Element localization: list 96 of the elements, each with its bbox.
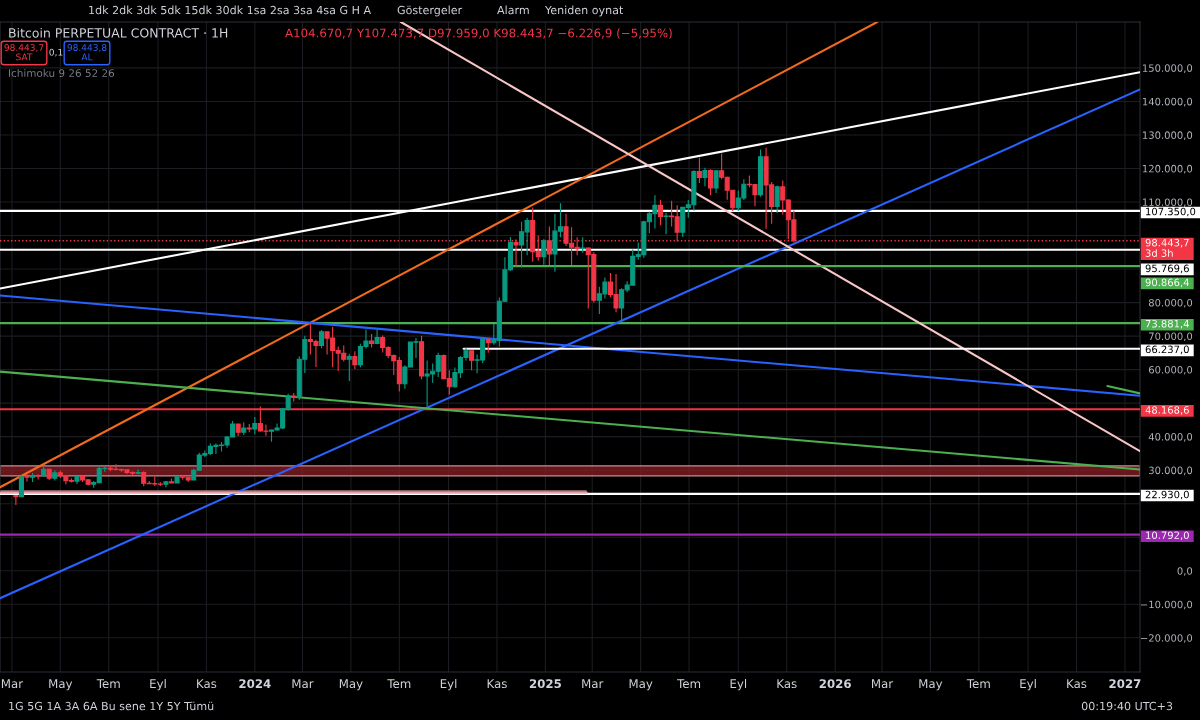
annotation: 0,1 (49, 48, 63, 57)
candlestick (713, 169, 719, 194)
annotation: Ichimoku 9 26 52 26 (9, 68, 115, 78)
y-tick-label: 120.000,0 (1142, 164, 1193, 174)
candlestick (546, 225, 552, 266)
candlestick (318, 329, 325, 349)
candlestick (580, 236, 586, 254)
x-tick-label: May (49, 679, 73, 691)
ref-line-label: 98.443,7 3d 3h (1145, 238, 1189, 257)
x-tick-label: Mar (872, 679, 894, 689)
x-tick-label: Eyl (1020, 678, 1036, 691)
x-tick-label: 2026 (819, 679, 851, 689)
ref-line-label: 73.881,4 (1145, 319, 1189, 329)
candlestick (174, 476, 180, 485)
chart-subtitle: A104.670,7 Y107.473,7 D97.959,0 K98.443,7 −6.226,9 (−5,95%) (285, 28, 672, 39)
candlestick (168, 478, 175, 485)
candlestick (657, 199, 664, 226)
text: 00:19:40 UTC+3 (1081, 701, 1173, 711)
candlestick (663, 212, 669, 235)
candlestick (13, 494, 19, 506)
x-tick-label: Mar (582, 679, 604, 689)
chart-title: Bitcoin PERPETUAL CONTRACT · 1H (9, 27, 228, 38)
candlestick (346, 353, 352, 382)
x-tick-label: Eyl (440, 678, 457, 691)
x-tick-label: Kas (197, 679, 217, 689)
candlestick (41, 466, 47, 477)
x-tick-label: May (919, 679, 943, 691)
y-tick-label: 140.000,0 (1142, 97, 1193, 107)
y-tick-label: 80.000,0 (1148, 298, 1193, 308)
candlestick (368, 333, 375, 349)
candlestick (30, 472, 36, 483)
candlestick (774, 185, 780, 214)
candlestick (163, 480, 169, 488)
x-tick-label: Mar (292, 679, 314, 689)
candlestick (757, 148, 764, 198)
x-tick-label: Eyl (730, 678, 747, 691)
candlestick (702, 167, 708, 187)
x-tick-label: Tem (96, 679, 120, 689)
x-tick-label: 2027 (1109, 679, 1141, 689)
candlestick (469, 350, 475, 371)
candlestick (35, 473, 41, 481)
candlestick (352, 350, 358, 370)
x-tick-label: May (339, 679, 363, 691)
y-tick-label: 110.000,0 (1142, 198, 1193, 207)
candlestick (24, 473, 30, 483)
y-tick-label: 70.000,0 (1149, 332, 1193, 342)
candlestick (246, 423, 252, 433)
y-tick-label: 0,0 (1177, 567, 1193, 576)
candlestick (46, 467, 52, 481)
candlestick (485, 337, 491, 354)
candlestick (513, 238, 519, 267)
annotation: 98.443,7 SAT (4, 44, 44, 61)
annotation: 98.443,8 AL (67, 44, 107, 61)
candlestick (135, 468, 141, 476)
candlestick (74, 475, 80, 485)
ref-line-label: 48.168,6 (1145, 406, 1189, 415)
x-tick-label: 2025 (529, 679, 561, 689)
x-tick-label: Mar (1, 679, 24, 689)
ref-line-label: 10.792,0 (1146, 531, 1189, 541)
candlestick (541, 238, 547, 266)
x-tick-label: May (629, 679, 653, 691)
text: Göstergeler (397, 5, 463, 17)
candlestick (241, 421, 247, 436)
ref-line-label: 95.769,6 (1145, 264, 1189, 274)
x-tick-label: Kas (487, 679, 507, 689)
x-tick-label: Kas (777, 679, 797, 689)
candlestick (252, 416, 258, 435)
candlestick (707, 168, 714, 196)
x-tick-label: Tem (387, 679, 411, 689)
y-tick-label: −10.000,0 (1140, 600, 1193, 610)
text: 1G 5G 1A 3A 6A Bu sene 1Y 5Y Tümü (9, 701, 214, 711)
ref-line-label: 22.930,0 (1145, 490, 1189, 500)
candlestick (696, 157, 702, 184)
ref-line-label: 107.350,0 (1146, 207, 1196, 217)
y-tick-label: 130.000,0 (1142, 131, 1193, 140)
x-tick-label: Kas (1067, 679, 1087, 689)
data-label: 66.237,0 (1145, 345, 1189, 355)
y-tick-label: 60.000,0 (1148, 366, 1193, 375)
text: 1dk 2dk 3dk 5dk 15dk 30dk 1sa 2sa 3sa 4sa G H A (89, 5, 371, 15)
y-tick-label: 150.000,0 (1142, 64, 1193, 73)
candlestick (374, 328, 380, 345)
x-tick-label: Tem (966, 679, 990, 689)
x-tick-label: 2024 (239, 679, 271, 689)
candlestick (52, 469, 58, 482)
candlestick (235, 423, 241, 437)
y-tick-label: 30.000,0 (1149, 466, 1193, 476)
y-tick-label: 40.000,0 (1148, 433, 1193, 442)
y-tick-label: −20.000,0 (1140, 634, 1193, 643)
candlestick (419, 335, 425, 380)
text: Alarm (497, 5, 529, 15)
x-tick-label: Eyl (150, 678, 166, 691)
candlestick (291, 392, 297, 403)
candlestick (18, 475, 24, 498)
text: Yeniden oynat (544, 5, 624, 17)
data-label: 90.866,4 (1145, 278, 1189, 288)
x-tick-label: Tem (677, 679, 701, 689)
